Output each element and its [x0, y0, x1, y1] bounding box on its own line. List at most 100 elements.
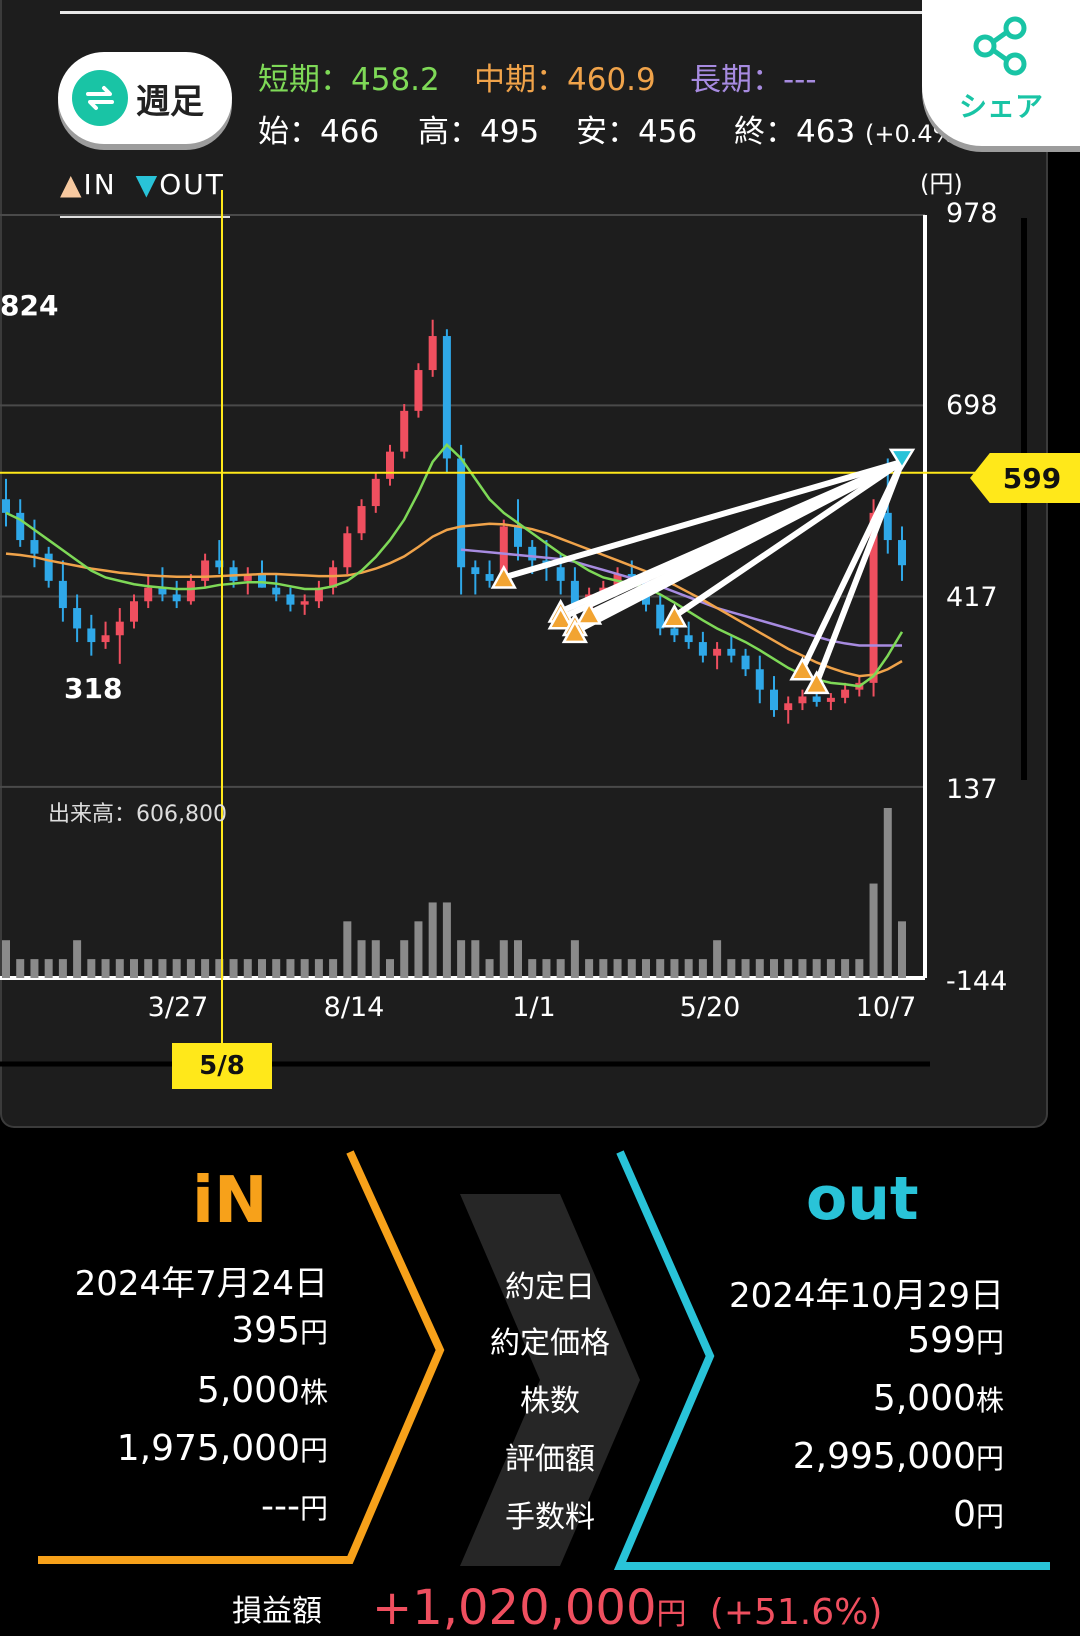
volume-bar	[812, 959, 821, 978]
pl-label: 損益額	[232, 1594, 322, 1629]
volume-bar	[300, 959, 309, 978]
candle-body	[286, 594, 295, 605]
high-value: 高：495	[418, 114, 540, 150]
in-marker	[575, 600, 603, 625]
low-annotation: 318	[64, 672, 123, 705]
volume-bar	[642, 959, 650, 978]
out-fee: 0	[953, 1494, 976, 1535]
volume-bar	[599, 959, 608, 978]
pl-value: +1,020,000	[372, 1580, 657, 1636]
candle-body	[869, 512, 878, 683]
ma-long-line	[460, 548, 902, 647]
volume-bar	[186, 959, 195, 978]
candle-body	[826, 697, 835, 702]
volume-bar	[741, 959, 750, 978]
in-fee-row: ---円	[261, 1486, 328, 1527]
volume-bar	[201, 959, 210, 978]
trade-line	[672, 459, 904, 619]
candle-body	[357, 506, 366, 534]
candle-body	[343, 533, 352, 568]
candle-body	[44, 553, 53, 581]
x-tick-label: 10/7	[855, 992, 917, 1023]
candle-body	[457, 458, 466, 568]
candle-body	[386, 451, 394, 479]
candle-body	[784, 703, 793, 711]
y-tick-label: 978	[946, 198, 998, 229]
out-marker	[888, 448, 916, 471]
candle-body	[258, 574, 266, 588]
volume-bar	[400, 940, 409, 978]
trade-line	[587, 459, 904, 617]
volume-bar	[115, 959, 124, 978]
in-price: 395	[231, 1310, 300, 1351]
share-button[interactable]: シェア	[922, 0, 1080, 146]
candle-body	[770, 689, 778, 711]
divider	[60, 11, 960, 14]
in-marker	[561, 619, 589, 644]
high-annotation: 824	[0, 289, 59, 322]
candle-body	[201, 560, 210, 581]
ma-short-line	[5, 443, 904, 688]
candle-body	[570, 580, 579, 609]
volume-bar	[770, 959, 778, 978]
volume-bar	[499, 940, 508, 978]
ma-long-value: 長期：---	[690, 62, 817, 98]
ma-short-value: 短期：458.2	[258, 62, 440, 98]
out-value: 2,995,000	[792, 1436, 976, 1477]
volume-bar	[243, 959, 252, 978]
in-shares-row: 5,000株	[197, 1370, 328, 1411]
volume-bar	[670, 959, 679, 978]
volume-bar	[798, 959, 807, 978]
period-label: 週足	[136, 81, 204, 122]
volume-bar	[869, 883, 878, 978]
volume-label: 出来高：606,800	[48, 802, 227, 827]
volume-bar	[755, 959, 764, 978]
x-tick-label: 3/27	[147, 992, 209, 1023]
period-toggle-button[interactable]: 週足	[58, 52, 232, 144]
candle-body	[898, 540, 906, 566]
candle-body	[2, 499, 10, 513]
volume-bar	[684, 959, 693, 978]
out-value-unit: 円	[975, 1442, 1004, 1475]
volume-bar	[627, 959, 636, 978]
volume-bar	[272, 959, 281, 978]
pl-percent: (+51.6%)	[709, 1592, 883, 1633]
candle-body	[144, 587, 153, 602]
candlestick-chart[interactable]	[0, 0, 1080, 1080]
volume-bar	[841, 959, 850, 978]
volume-bar	[727, 959, 736, 978]
in-marker	[789, 656, 816, 681]
candle-body	[684, 635, 693, 643]
candle-body	[698, 642, 707, 656]
legend-underline	[60, 215, 230, 218]
volume-bar	[656, 959, 665, 978]
out-logo: out	[806, 1164, 919, 1234]
candle-body	[528, 546, 537, 561]
cursor-date-tag[interactable]: 5/8	[172, 1043, 272, 1089]
volume-bar	[314, 959, 323, 978]
x-tick-label: 5/20	[679, 992, 741, 1023]
candle-body	[514, 526, 522, 547]
candle-body	[87, 628, 96, 643]
volume-bar	[514, 940, 522, 978]
candle-body	[243, 574, 252, 581]
in-value-row: 1,975,000円	[117, 1428, 328, 1469]
candle-body	[329, 567, 338, 588]
candle-body	[371, 478, 380, 507]
trade-line	[799, 460, 905, 671]
legend-in: IN	[83, 168, 117, 201]
in-logo: iN	[192, 1164, 268, 1238]
candle-body	[812, 696, 821, 702]
candle-body	[556, 567, 565, 581]
trade-line	[502, 458, 903, 581]
candle-body	[485, 574, 494, 581]
candle-body	[656, 604, 665, 629]
volume-bar	[329, 959, 338, 978]
in-fee-unit: 円	[299, 1492, 328, 1525]
volume-bar	[528, 959, 537, 978]
share-icon	[973, 16, 1027, 76]
share-label: シェア	[958, 90, 1043, 123]
in-fee: ---	[261, 1486, 300, 1527]
label-value: 評価額	[505, 1442, 595, 1477]
out-price: 599	[907, 1320, 976, 1361]
